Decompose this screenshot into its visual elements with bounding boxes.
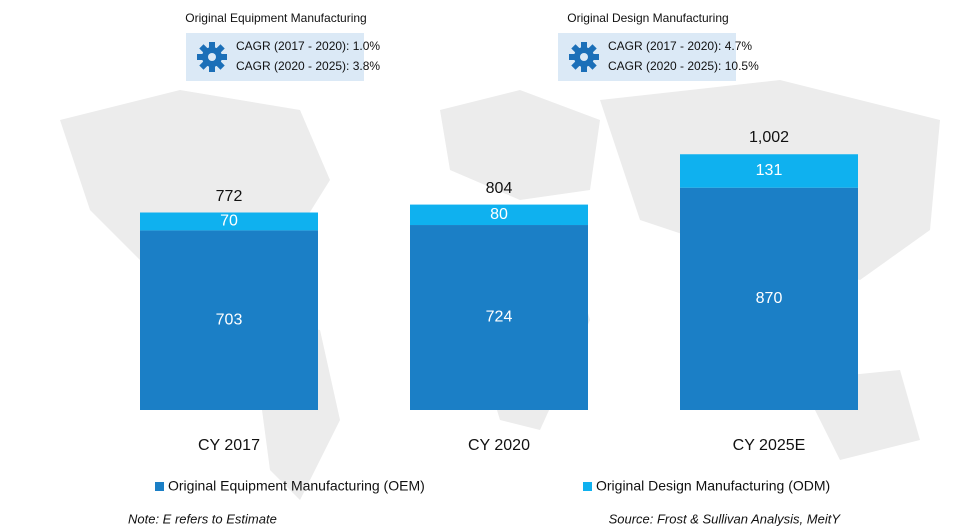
total-label: 804 (486, 180, 513, 197)
legend-swatch (155, 482, 164, 491)
value-label: 131 (756, 162, 783, 179)
bar-segment (140, 212, 318, 231)
x-tick-label: CY 2020 (468, 437, 530, 454)
value-label: 703 (216, 311, 243, 328)
gear-tooth (581, 42, 587, 50)
bar-segment (140, 230, 318, 410)
total-label: 772 (216, 188, 243, 205)
panel-title: Original Equipment Manufacturing (185, 11, 366, 25)
gear-tooth (209, 42, 215, 50)
bar-segment (680, 154, 858, 188)
cagr-line: CAGR (2017 - 2020): 1.0% (236, 39, 380, 53)
cagr-panels: Original Equipment Manufacturing CAGR (20… (185, 11, 759, 81)
legend-label: Original Design Manufacturing (ODM) (596, 478, 830, 494)
gear-tooth (209, 64, 215, 72)
gear-hole (580, 53, 588, 61)
bars: 703 70 772 CY 2017 724 80 804 CY 2020 870 131 1,00… (140, 129, 858, 454)
x-tick-label: CY 2017 (198, 437, 260, 454)
value-label: 870 (756, 290, 783, 307)
cagr-line: CAGR (2017 - 2020): 4.7% (608, 39, 752, 53)
cagr-line: CAGR (2020 - 2025): 3.8% (236, 59, 380, 73)
panel-title: Original Design Manufacturing (567, 11, 728, 25)
bar-segment (680, 187, 858, 410)
value-label: 724 (486, 309, 513, 326)
bar-segment (410, 204, 588, 226)
value-label: 70 (220, 213, 238, 230)
value-label: 80 (490, 206, 508, 223)
legend-label: Original Equipment Manufacturing (OEM) (168, 478, 425, 494)
gear-hole (208, 53, 216, 61)
note: Note: E refers to Estimate (128, 511, 277, 526)
source: Source: Frost & Sullivan Analysis, MeitY (609, 511, 842, 526)
total-label: 1,002 (749, 129, 789, 146)
x-tick-label: CY 2025E (733, 437, 806, 454)
bar-segment (410, 225, 588, 410)
gear-icon (197, 42, 227, 72)
gear-tooth (581, 64, 587, 72)
cagr-line: CAGR (2020 - 2025): 10.5% (608, 59, 759, 73)
gear-icon (569, 42, 599, 72)
legend-swatch (583, 482, 592, 491)
